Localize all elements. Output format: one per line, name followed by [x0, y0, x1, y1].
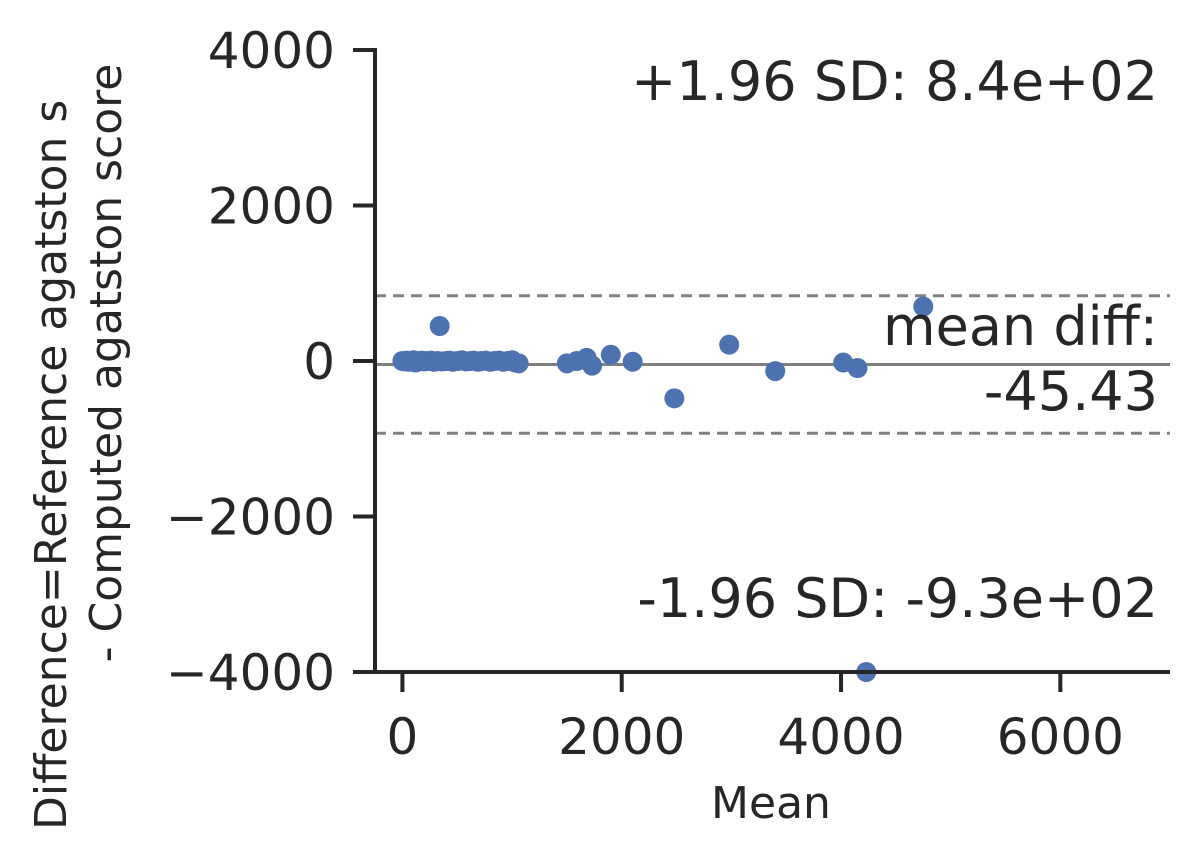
upper-loa-label: +1.96 SD: 8.4e+02 [631, 50, 1158, 113]
data-point [664, 388, 685, 409]
data-points [392, 296, 934, 682]
y-tick-label: −4000 [166, 644, 335, 702]
data-point [622, 351, 643, 372]
mean-diff-label-line-2: -45.43 [984, 360, 1158, 423]
data-point [582, 355, 603, 376]
mean-diff-label-line-1: mean diff: [883, 295, 1158, 358]
ticks: 4000 2000 0 −2000 −4000 0 2000 4000 6000 [166, 22, 1124, 766]
y-axis-title-line-2: - Computed agatston score [81, 64, 132, 663]
data-point [429, 316, 450, 337]
y-tick-label: 2000 [208, 178, 335, 236]
y-tick-label: 0 [303, 333, 335, 391]
y-tick-label: −2000 [166, 489, 335, 547]
data-point [508, 353, 529, 374]
x-tick-label: 2000 [558, 708, 685, 766]
x-tick-label: 4000 [777, 708, 904, 766]
x-tick-label: 0 [387, 708, 419, 766]
lower-loa-label: -1.96 SD: -9.3e+02 [637, 567, 1158, 630]
data-point [913, 296, 934, 317]
y-axis-title: Difference=Reference agatston s - Comput… [26, 64, 132, 830]
y-axis-title-line-1: Difference=Reference agatston s [26, 100, 77, 830]
data-point [847, 357, 868, 378]
data-point [719, 334, 740, 355]
y-tick-label: 4000 [208, 22, 335, 80]
x-tick-label: 6000 [997, 708, 1124, 766]
x-axis-title: Mean [711, 778, 831, 829]
data-point [600, 344, 621, 365]
data-point [765, 361, 786, 382]
